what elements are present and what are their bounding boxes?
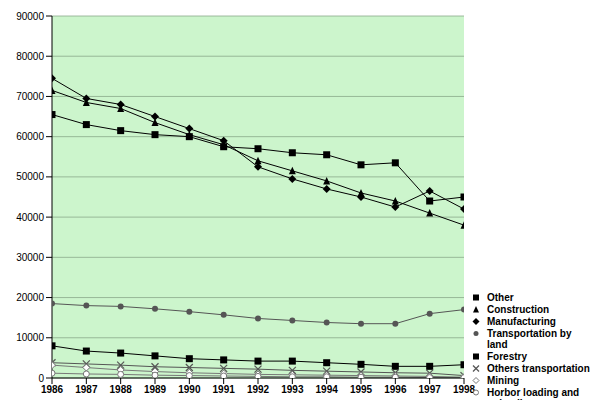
- html-text:Forestry: Forestry: [487, 351, 527, 362]
- svg-text:70000: 70000: [16, 91, 44, 102]
- svg-text:1998: 1998: [453, 384, 476, 395]
- svg-text:1997: 1997: [419, 384, 442, 395]
- html-text:Transportation by land: Transportation by land: [487, 328, 572, 350]
- svg-text:1992: 1992: [247, 384, 270, 395]
- svg-text:1996: 1996: [384, 384, 407, 395]
- svg-text:1991: 1991: [213, 384, 236, 395]
- html-text:Others transportation: Others transportation: [487, 363, 590, 374]
- html-text:Other: Other: [487, 292, 514, 303]
- svg-text:1988: 1988: [110, 384, 133, 395]
- svg-text:1990: 1990: [178, 384, 201, 395]
- html-text:Manufacturing: Manufacturing: [487, 316, 556, 327]
- svg-text:50000: 50000: [16, 171, 44, 182]
- svg-text:90000: 90000: [16, 11, 44, 22]
- svg-text:30000: 30000: [16, 252, 44, 263]
- svg-text:1986: 1986: [41, 384, 64, 395]
- svg-text:1995: 1995: [350, 384, 373, 395]
- svg-text:0: 0: [38, 373, 44, 384]
- svg-text:10000: 10000: [16, 332, 44, 343]
- html-text:Horbor loading and unloading: Horbor loading and unloading: [487, 387, 580, 408]
- svg-text:1993: 1993: [281, 384, 304, 395]
- svg-text:1987: 1987: [75, 384, 98, 395]
- svg-text:80000: 80000: [16, 51, 44, 62]
- html-text:Mining: Mining: [487, 375, 520, 386]
- svg-text:20000: 20000: [16, 292, 44, 303]
- svg-text:60000: 60000: [16, 131, 44, 142]
- html-text:Construction: Construction: [487, 304, 550, 315]
- svg-text:1994: 1994: [316, 384, 339, 395]
- svg-text:1989: 1989: [144, 384, 167, 395]
- svg-text:40000: 40000: [16, 212, 44, 223]
